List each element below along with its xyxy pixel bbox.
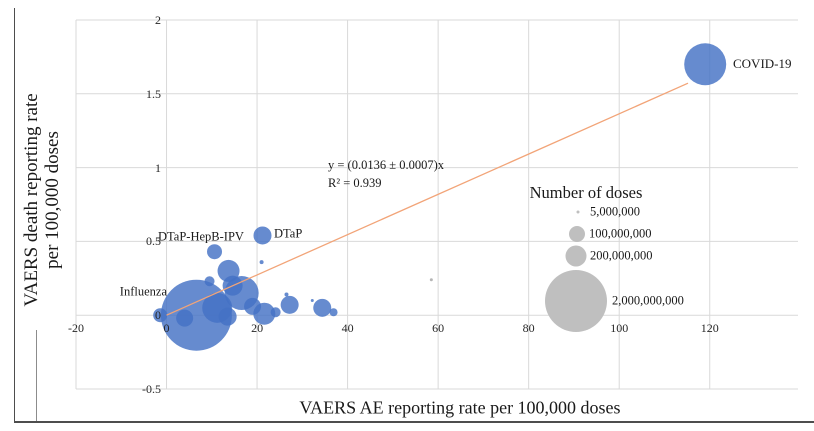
legend-size-circle bbox=[569, 226, 585, 242]
legend-label: 100,000,000 bbox=[589, 226, 652, 241]
x-tick-label: 60 bbox=[432, 321, 445, 335]
y-axis-title: VAERS death reporting rate per 100,000 d… bbox=[21, 93, 63, 306]
data-bubble bbox=[429, 278, 433, 282]
legend-title: Number of doses bbox=[529, 183, 643, 202]
data-bubble bbox=[329, 308, 338, 317]
y-tick-label: 2 bbox=[155, 13, 161, 27]
y-tick-label: 0.5 bbox=[146, 234, 161, 249]
data-bubble bbox=[176, 309, 194, 327]
data-bubble bbox=[218, 307, 237, 326]
trend-line bbox=[166, 82, 689, 316]
data-bubble-dtap-hepb-ipv bbox=[207, 244, 223, 260]
x-tick-label: 40 bbox=[341, 321, 354, 335]
data-bubble bbox=[153, 308, 168, 323]
data-bubble bbox=[313, 298, 332, 317]
y-tick-label: 1.5 bbox=[146, 86, 161, 101]
x-axis-title: VAERS AE reporting rate per 100,000 dose… bbox=[299, 397, 621, 418]
x-tick-label: 100 bbox=[610, 321, 629, 335]
data-bubble bbox=[244, 297, 262, 315]
y-axis-title-line1: VAERS death reporting rate bbox=[21, 93, 42, 307]
legend-label: 2,000,000,000 bbox=[612, 293, 684, 308]
trendline-equation: y = (0.0136 ± 0.0007)x R² = 0.939 bbox=[328, 156, 444, 192]
legend-label: 200,000,000 bbox=[590, 248, 653, 263]
point-label-influenza: Influenza bbox=[119, 284, 167, 299]
y-axis-title-line2: per 100,000 doses bbox=[42, 131, 63, 269]
trendline-equation-formula: y = (0.0136 ± 0.0007)x bbox=[328, 158, 444, 172]
y-tick-label: 1 bbox=[155, 160, 161, 175]
y-tick-label: 0 bbox=[155, 308, 161, 323]
data-bubble-covid-19 bbox=[684, 43, 727, 86]
x-tick-label: 120 bbox=[700, 321, 719, 335]
point-label-covid-19: COVID-19 bbox=[733, 56, 792, 71]
page-border-left bbox=[14, 8, 15, 422]
x-tick-label: 80 bbox=[522, 321, 535, 335]
data-bubble bbox=[270, 307, 281, 318]
trendline-r-squared: R² = 0.939 bbox=[328, 176, 382, 190]
page-border-bottom bbox=[14, 421, 814, 423]
point-label-dtap-hepb-ipv: DTaP-HepB-IPV bbox=[158, 229, 244, 244]
data-bubble bbox=[204, 276, 215, 287]
x-tick-label: 20 bbox=[251, 321, 264, 335]
data-bubble bbox=[280, 295, 299, 314]
x-tick-label: 0 bbox=[163, 321, 170, 335]
data-bubble bbox=[310, 298, 314, 302]
legend-size-circle bbox=[545, 270, 607, 332]
data-bubble-dtap bbox=[253, 226, 272, 245]
point-label-dtap: DTaP bbox=[274, 226, 303, 241]
chart-border-left bbox=[36, 330, 37, 422]
y-tick-label: -0.5 bbox=[142, 382, 161, 396]
legend-label: 5,000,000 bbox=[590, 204, 640, 219]
data-bubble bbox=[284, 292, 289, 297]
data-bubble bbox=[259, 260, 264, 265]
x-tick-label: -20 bbox=[68, 321, 84, 335]
legend-size-circle bbox=[565, 245, 587, 267]
legend-size-circle bbox=[576, 210, 580, 214]
